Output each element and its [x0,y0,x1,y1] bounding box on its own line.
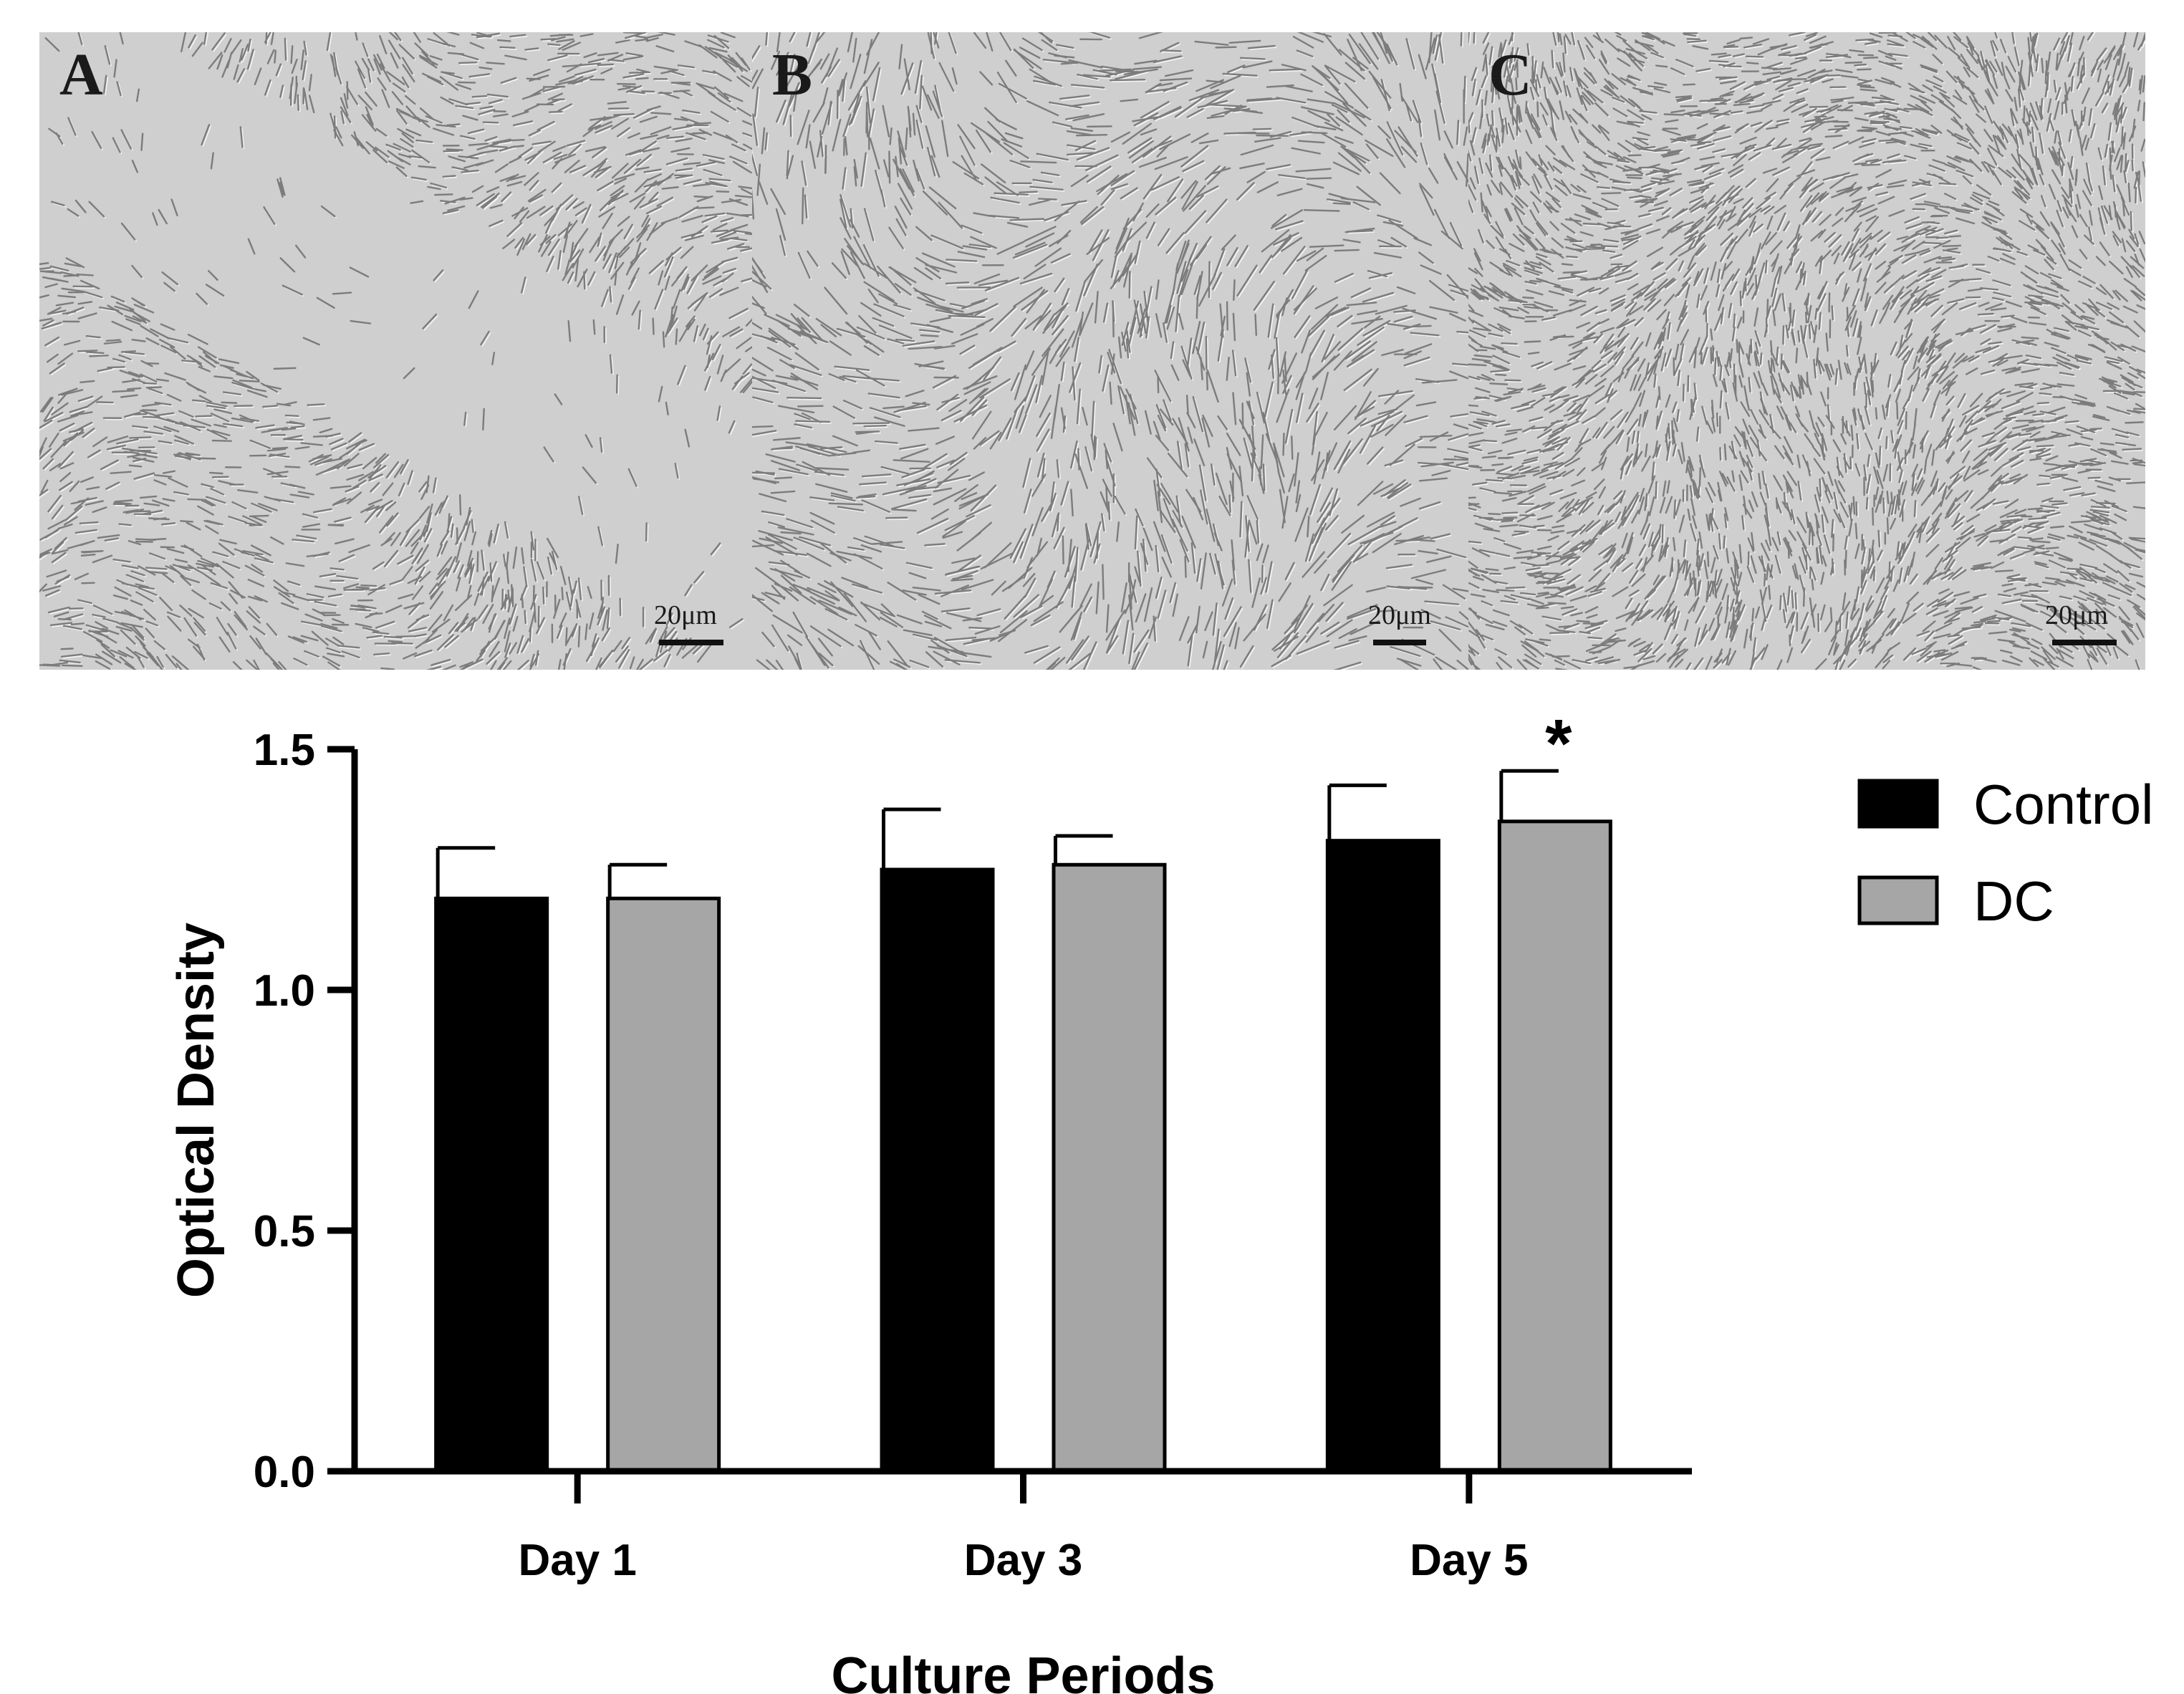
micrograph-texture-a [39,32,752,670]
micrograph-panel-b: B 20μm [752,32,1468,670]
x-tick-label: Day 1 [518,1536,636,1585]
scale-bar-label-b: 20μm [1368,600,1431,630]
scale-bar-label-a: 20μm [654,600,717,630]
legend-label-control: Control [1973,773,2153,836]
x-ticks: Day 1 Day 3 Day 5 [518,1471,1529,1585]
micrograph-texture-c [1468,32,2145,670]
y-ticks: 0.0 0.5 1.0 1.5 [254,726,355,1497]
y-axis-title: Optical Density [168,923,225,1298]
panel-label-c: C [1488,42,1532,108]
x-tick-label: Day 5 [1410,1536,1528,1585]
bar-dc-day-3 [1052,862,1167,1473]
y-tick-label: 0.0 [254,1448,315,1497]
bar-dc-day-1 [606,896,721,1473]
panel-label-b: B [772,42,813,108]
bar-control-day-1 [434,896,549,1473]
y-tick-label: 1.0 [254,966,315,1016]
micrograph-row: A 20μm B 20μm C 20μm [39,32,2145,670]
legend-label-dc: DC [1973,870,2054,933]
scale-bar-c [2052,640,2117,645]
legend-swatch-control [1857,779,1939,829]
y-tick-label: 1.5 [254,726,315,775]
micrograph-panel-c: C 20μm [1468,32,2145,670]
legend: Control DC [1857,773,2153,933]
x-axis-title: Culture Periods [831,1647,1215,1694]
x-tick-label: Day 3 [964,1536,1082,1585]
y-tick-label: 0.5 [254,1207,315,1256]
scale-bar-b [1373,640,1426,645]
scale-bar-a [659,640,723,645]
legend-swatch-dc [1857,875,1939,925]
bar-control-day-5 [1325,839,1440,1473]
micrograph-texture-b [752,32,1468,670]
significance-marker: * [1545,706,1572,782]
bar-dc-day-5 [1497,819,1612,1473]
micrograph-panel-a: A 20μm [39,32,752,670]
axes [351,749,1692,1475]
bar-group: * [434,706,1612,1473]
bar-control-day-3 [880,867,995,1473]
scale-bar-label-c: 20μm [2045,600,2108,630]
panel-label-a: A [59,42,103,108]
